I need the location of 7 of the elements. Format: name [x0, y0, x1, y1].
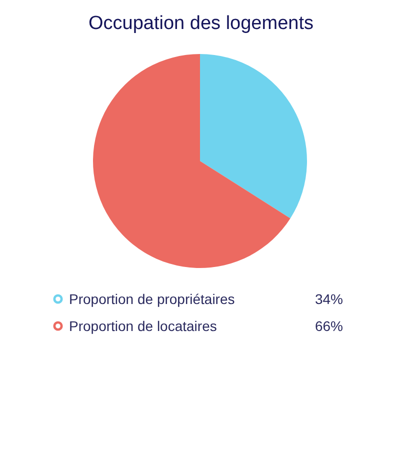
pie-slice [200, 54, 307, 218]
data-label: 34% [314, 291, 343, 307]
chart-title: Occupation des logements [88, 13, 314, 34]
data-label: 66% [314, 318, 343, 334]
legend-label: Proportion de locataires [69, 318, 217, 334]
legend-label: Proportion de propriétaires [69, 291, 235, 307]
pie-slice [93, 54, 290, 268]
